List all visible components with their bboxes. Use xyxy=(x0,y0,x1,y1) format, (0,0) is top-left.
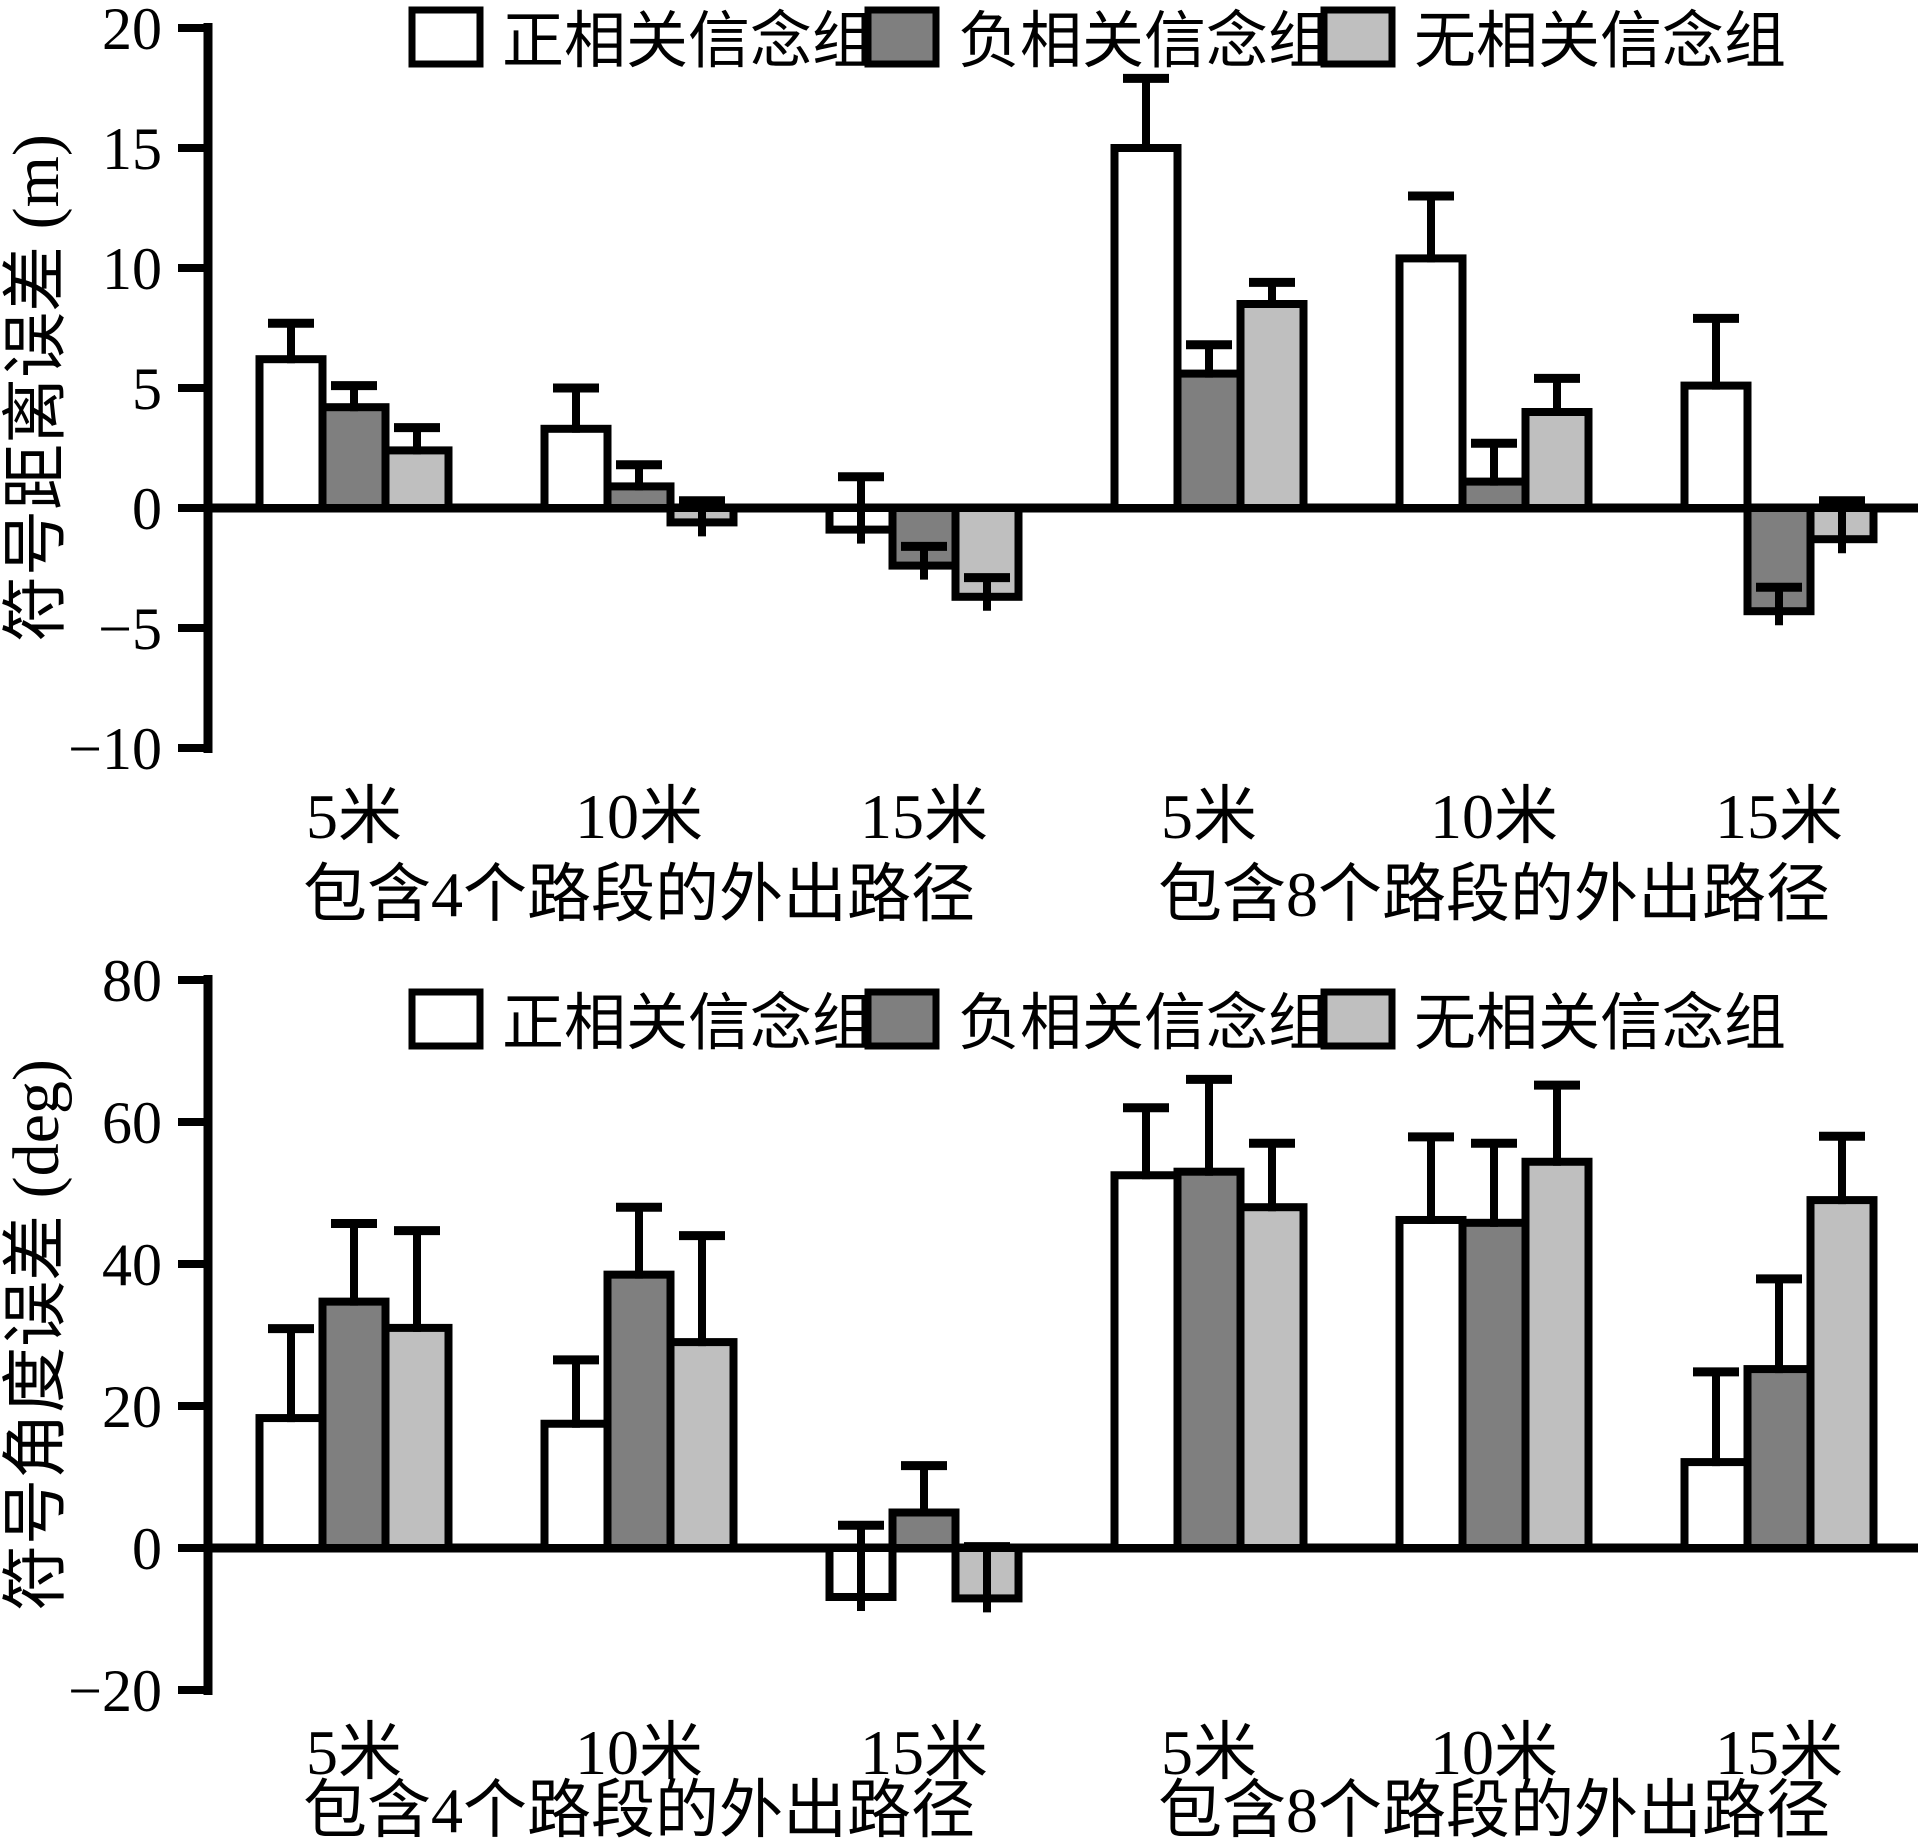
y-tick-label: 15 xyxy=(102,116,162,182)
bar-bottom-group5-series2 xyxy=(1458,1218,1530,1552)
bar-top-group4-series2 xyxy=(1173,369,1245,512)
legend-label-3: 无相关信念组 xyxy=(1414,7,1786,76)
legend-label-1: 正相关信念组 xyxy=(502,7,874,76)
bar-top-group6-series1 xyxy=(1680,381,1752,513)
x-category-label: 10米 xyxy=(1430,781,1558,852)
bar-bottom-group6-series3 xyxy=(1806,1196,1878,1552)
y-axis-title: 符号距离误差 (m) xyxy=(0,134,73,642)
legend-label-3: 无相关信念组 xyxy=(1414,989,1786,1058)
y-tick-label: 5 xyxy=(132,356,162,422)
y-tick-label: 60 xyxy=(102,1090,162,1156)
y-tick-label: 80 xyxy=(102,948,162,1014)
bar-top-group4-series3 xyxy=(1236,300,1308,512)
bar-bottom-group1-series2 xyxy=(318,1297,390,1552)
x-category-label: 5米 xyxy=(306,781,402,852)
cluster-caption: 包含8个路段的外出路径 xyxy=(1158,859,1830,930)
bar-top-group5-series1 xyxy=(1395,254,1467,512)
x-category-label: 10米 xyxy=(1430,1717,1558,1788)
y-tick-label: 0 xyxy=(132,1516,162,1582)
y-tick-label: 10 xyxy=(102,236,162,302)
legend-swatch-1 xyxy=(408,988,484,1050)
bar-bottom-group5-series3 xyxy=(1521,1157,1593,1552)
x-category-label: 10米 xyxy=(575,781,703,852)
y-tick-label: 40 xyxy=(102,1232,162,1298)
bar-bottom-group4-series2 xyxy=(1173,1167,1245,1552)
y-tick-label: 0 xyxy=(132,476,162,542)
cluster-caption: 包含8个路段的外出路径 xyxy=(1158,1775,1830,1838)
legend-swatch-2 xyxy=(864,6,940,68)
cluster-caption: 包含4个路段的外出路径 xyxy=(303,1775,975,1838)
bar-bottom-group2-series1 xyxy=(540,1419,612,1552)
x-category-label: 5米 xyxy=(1161,1717,1257,1788)
legend-label-2: 负相关信念组 xyxy=(958,7,1330,76)
bar-bottom-group5-series1 xyxy=(1395,1215,1467,1552)
legend-swatch-1 xyxy=(408,6,484,68)
legend-swatch-3 xyxy=(1320,6,1396,68)
legend-swatch-2 xyxy=(864,988,940,1050)
bar-top-group2-series1 xyxy=(540,424,612,512)
bar-top-group1-series3 xyxy=(381,446,453,512)
bar-top-group1-series2 xyxy=(318,403,390,513)
legend-swatch-3 xyxy=(1320,988,1396,1050)
x-category-label: 5米 xyxy=(306,1717,402,1788)
x-category-label: 15米 xyxy=(1715,781,1843,852)
legend-label-2: 负相关信念组 xyxy=(958,989,1330,1058)
x-category-label: 15米 xyxy=(1715,1717,1843,1788)
bar-bottom-group1-series1 xyxy=(255,1414,327,1552)
bottom-panel: 80 60 40 20 0 −20 符号角度误差 (deg) 5米 10米 15米 5米 10米 15米… xyxy=(0,948,1918,1843)
cluster-caption: 包含4个路段的外出路径 xyxy=(303,859,975,930)
bar-bottom-group2-series3 xyxy=(666,1338,738,1552)
bar-bottom-group1-series3 xyxy=(381,1323,453,1553)
x-category-label: 5米 xyxy=(1161,781,1257,852)
bar-bottom-group6-series2 xyxy=(1743,1365,1815,1552)
bar-bottom-group3-series2 xyxy=(888,1508,960,1552)
y-tick-label: 20 xyxy=(102,0,162,62)
y-axis-title: 符号角度误差 (deg) xyxy=(0,1059,73,1611)
x-category-label: 15米 xyxy=(860,1717,988,1788)
y-tick-label: −5 xyxy=(98,596,162,662)
bar-top-group5-series3 xyxy=(1521,408,1593,512)
bar-top-group1-series1 xyxy=(255,355,327,513)
bar-bottom-group4-series3 xyxy=(1236,1203,1308,1552)
bar-bottom-group4-series1 xyxy=(1110,1171,1182,1552)
y-tick-label: −10 xyxy=(68,716,162,782)
legend-label-1: 正相关信念组 xyxy=(502,989,874,1058)
x-category-label: 15米 xyxy=(860,781,988,852)
y-tick-label: −20 xyxy=(68,1658,162,1724)
y-tick-label: 20 xyxy=(102,1374,162,1440)
bar-bottom-group6-series1 xyxy=(1680,1458,1752,1552)
bar-top-group4-series1 xyxy=(1110,144,1182,512)
bar-bottom-group2-series2 xyxy=(603,1270,675,1553)
x-category-label: 10米 xyxy=(575,1717,703,1788)
